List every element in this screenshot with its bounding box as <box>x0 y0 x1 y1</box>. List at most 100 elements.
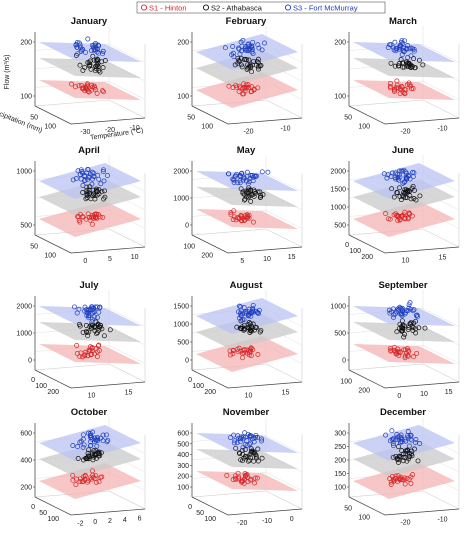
z-tick-label: 250 <box>334 444 346 451</box>
y-tick-label: 0 <box>31 377 35 384</box>
data-point <box>248 198 254 204</box>
data-point <box>253 174 259 180</box>
data-point <box>400 168 405 174</box>
series-s2 <box>238 185 266 204</box>
plane-s3 <box>39 425 141 461</box>
data-point <box>381 171 387 177</box>
data-point <box>231 208 237 214</box>
data-point <box>94 188 100 194</box>
data-point <box>241 174 247 180</box>
data-point <box>396 476 402 482</box>
data-point <box>388 347 394 353</box>
data-point <box>396 307 402 313</box>
data-point <box>242 430 248 436</box>
data-point <box>98 322 103 328</box>
data-point <box>75 51 81 57</box>
data-point <box>70 443 76 448</box>
data-point <box>89 169 95 175</box>
data-point <box>245 62 250 68</box>
x-tick-label: -10 <box>280 126 290 133</box>
data-point <box>395 175 401 180</box>
data-point <box>392 63 398 69</box>
data-point <box>259 438 264 444</box>
data-point <box>390 441 396 446</box>
data-point <box>89 181 95 187</box>
data-point <box>91 309 97 315</box>
panel-december: December 100 150 200 250 300 50 100 -20 -10 <box>334 407 460 527</box>
data-point <box>105 437 111 443</box>
data-point <box>397 216 403 222</box>
data-point <box>233 173 239 179</box>
data-point <box>249 84 255 90</box>
data-point <box>93 214 98 220</box>
panel-september: September 0 500 1000 100 200 0 10 15 <box>330 280 460 400</box>
data-point <box>230 351 236 357</box>
data-point <box>240 351 245 357</box>
data-point <box>94 90 100 96</box>
base-axes <box>34 234 146 254</box>
z-tick-label: 1000 <box>330 304 346 311</box>
data-point <box>387 80 393 86</box>
data-point <box>70 472 76 478</box>
y-tick-label: 100 <box>358 515 370 522</box>
legend-label: S1 - Hinton <box>149 4 187 13</box>
plane-s3 <box>39 163 141 199</box>
data-point <box>253 173 259 179</box>
data-point <box>245 308 251 314</box>
data-point <box>229 52 235 58</box>
data-point <box>237 180 243 186</box>
data-point <box>242 474 248 479</box>
plane-s3 <box>353 42 455 62</box>
y-tick-label: 50 <box>196 510 204 517</box>
x-tick-label: 10 <box>420 391 428 398</box>
data-point <box>233 445 239 451</box>
data-point <box>240 86 246 92</box>
data-point <box>235 60 241 66</box>
y-tick-label: 200 <box>47 389 59 396</box>
base-axes <box>348 105 460 125</box>
data-point <box>394 329 400 335</box>
data-point <box>406 349 412 355</box>
data-point <box>265 169 271 175</box>
data-point <box>414 350 420 356</box>
z-tick-label: 400 <box>177 452 189 459</box>
data-point <box>413 330 419 336</box>
series-s2 <box>394 318 428 340</box>
series-s3 <box>70 166 110 188</box>
data-point <box>250 307 255 313</box>
data-point <box>235 433 241 439</box>
data-point <box>81 442 87 448</box>
data-point <box>85 36 91 42</box>
data-point <box>255 189 261 195</box>
data-point <box>414 312 420 318</box>
series-s1 <box>383 209 415 223</box>
base-axes <box>34 105 146 125</box>
data-point <box>258 63 264 68</box>
data-point <box>100 169 106 175</box>
data-point <box>393 437 399 442</box>
data-point <box>240 444 246 450</box>
data-point <box>405 188 411 193</box>
data-point <box>80 190 86 195</box>
data-point <box>390 443 396 449</box>
data-point <box>244 57 250 63</box>
y-tick-label: 100 <box>192 383 204 390</box>
x-tick-label: -10 <box>262 518 272 525</box>
base-axes <box>348 496 460 516</box>
plane-s2 <box>353 58 455 78</box>
x-tick-label: 10 <box>88 393 96 400</box>
x-tick-label: 10 <box>131 254 139 261</box>
data-point <box>262 40 267 46</box>
data-point <box>90 457 96 463</box>
data-point <box>230 176 236 182</box>
data-point <box>98 435 104 441</box>
data-point <box>80 67 86 73</box>
data-point <box>96 327 102 333</box>
data-point <box>402 353 408 359</box>
legend-marker <box>284 4 292 11</box>
y-tick-label: 100 <box>44 253 56 260</box>
data-point <box>395 473 401 479</box>
data-point <box>391 194 397 200</box>
